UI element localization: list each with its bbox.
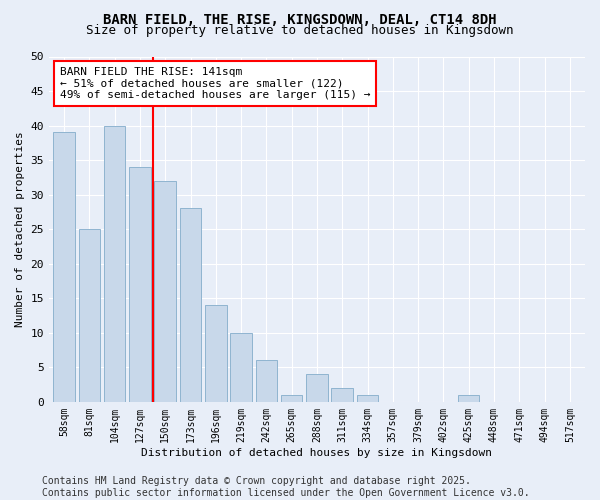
- Bar: [104, 126, 125, 402]
- Bar: [180, 208, 201, 402]
- Bar: [129, 167, 151, 402]
- Bar: [281, 395, 302, 402]
- X-axis label: Distribution of detached houses by size in Kingsdown: Distribution of detached houses by size …: [142, 448, 493, 458]
- Text: Size of property relative to detached houses in Kingsdown: Size of property relative to detached ho…: [86, 24, 514, 37]
- Bar: [79, 229, 100, 402]
- Text: BARN FIELD THE RISE: 141sqm
← 51% of detached houses are smaller (122)
49% of se: BARN FIELD THE RISE: 141sqm ← 51% of det…: [59, 67, 370, 100]
- Text: Contains HM Land Registry data © Crown copyright and database right 2025.
Contai: Contains HM Land Registry data © Crown c…: [42, 476, 530, 498]
- Bar: [357, 395, 378, 402]
- Bar: [256, 360, 277, 402]
- Bar: [331, 388, 353, 402]
- Text: BARN FIELD, THE RISE, KINGSDOWN, DEAL, CT14 8DH: BARN FIELD, THE RISE, KINGSDOWN, DEAL, C…: [103, 12, 497, 26]
- Bar: [458, 395, 479, 402]
- Bar: [306, 374, 328, 402]
- Bar: [53, 132, 75, 402]
- Y-axis label: Number of detached properties: Number of detached properties: [15, 132, 25, 327]
- Bar: [230, 333, 252, 402]
- Bar: [205, 305, 227, 402]
- Bar: [154, 181, 176, 402]
